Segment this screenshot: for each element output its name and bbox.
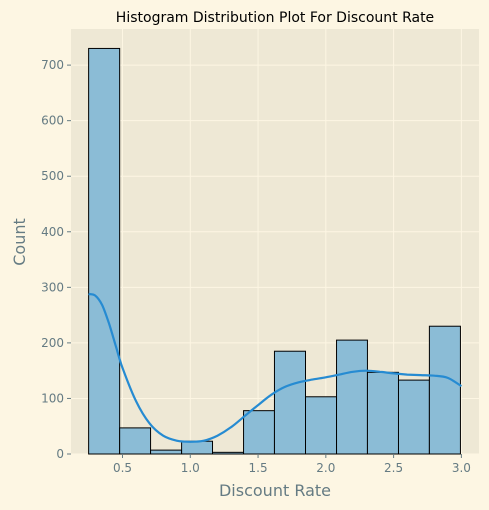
histogram-bar-6 <box>243 410 275 455</box>
y-tick-label: 300 <box>41 280 64 294</box>
histogram-bar-2 <box>119 427 152 455</box>
y-tick-label: 600 <box>41 114 64 128</box>
histogram-bar-12 <box>428 325 461 455</box>
histogram-bar-9 <box>336 339 368 455</box>
y-tick-label: 400 <box>41 225 64 239</box>
y-tick-label: 100 <box>41 391 64 405</box>
grid-lines <box>71 29 479 455</box>
y-tick-label: 0 <box>56 447 64 461</box>
histogram-bar-11 <box>397 379 430 455</box>
histogram-bar-4 <box>181 440 214 455</box>
histogram-bar-5 <box>212 451 245 455</box>
x-tick-label: 2.0 <box>316 461 335 475</box>
kde-curve <box>88 292 462 443</box>
x-tick-label: 1.5 <box>249 461 268 475</box>
histogram-bar-3 <box>150 449 183 455</box>
x-axis-label: Discount Rate <box>219 481 331 500</box>
y-tick-label: 200 <box>41 336 64 350</box>
histogram-bar-8 <box>304 396 338 455</box>
y-tick-label: 500 <box>41 169 64 183</box>
x-tick-label: 0.5 <box>113 461 132 475</box>
y-tick-label: 700 <box>41 58 64 72</box>
y-axis-ticks: 0 100 200 300 400 500 600 700 <box>41 58 71 461</box>
histogram-bar-1 <box>88 47 121 455</box>
x-tick-label: 1.0 <box>181 461 200 475</box>
histogram-bar-7 <box>273 350 306 455</box>
x-tick-label: 3.0 <box>452 461 471 475</box>
y-axis-label: Count <box>10 218 29 266</box>
x-axis-ticks: 0.5 1.0 1.5 2.0 2.5 3.0 <box>113 454 471 475</box>
histogram-bars <box>88 47 461 455</box>
x-tick-label: 2.5 <box>384 461 403 475</box>
chart-title: Histogram Distribution Plot For Discount… <box>116 10 434 26</box>
histogram-bar-10 <box>366 371 399 455</box>
